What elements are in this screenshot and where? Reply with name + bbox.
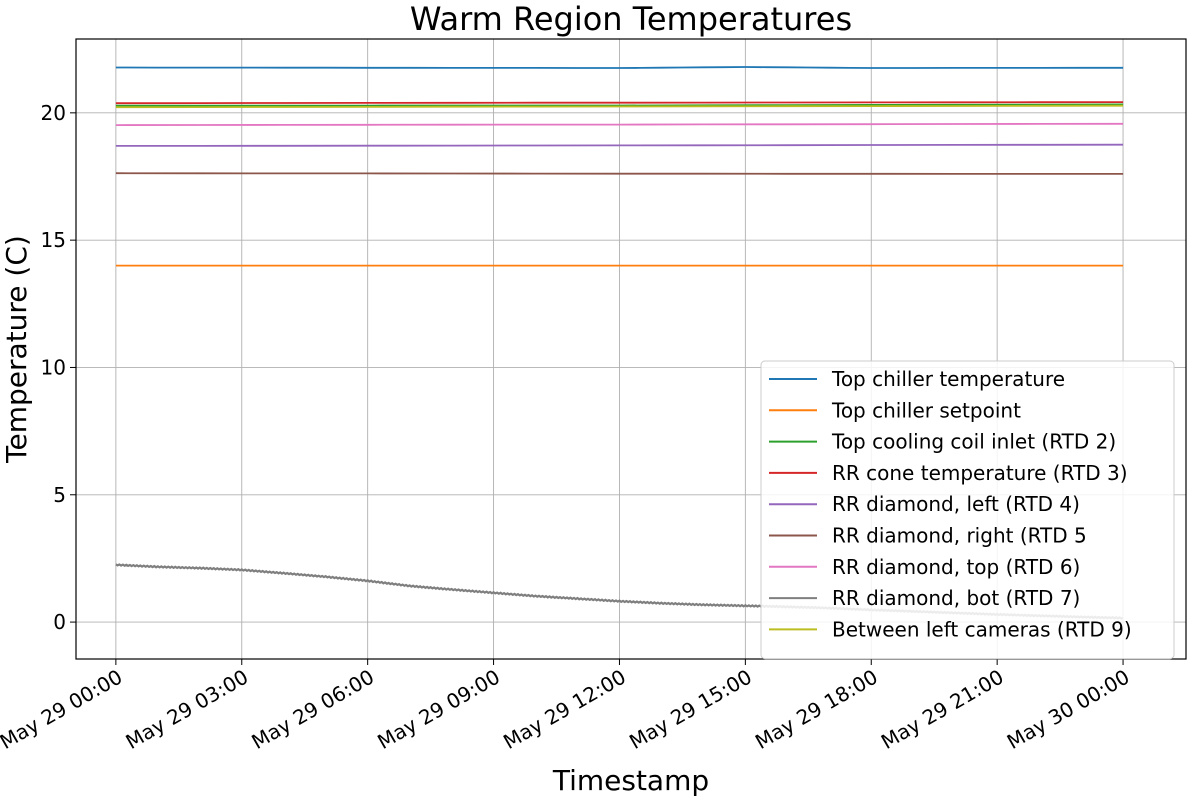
x-tick-label: May 30 00:00: [1003, 665, 1134, 754]
y-axis-label: Temperature (C): [0, 235, 33, 464]
legend-box: [760, 360, 1175, 660]
series-line: [115, 101, 1124, 105]
legend-label: Top chiller setpoint: [831, 398, 1021, 422]
legend: Top chiller temperature Top chiller setpo…: [760, 360, 1175, 660]
y-tick-label: 0: [53, 610, 66, 634]
legend-label: RR cone temperature (RTD 3): [832, 461, 1128, 485]
legend-label: Top cooling coil inlet (RTD 2): [831, 430, 1116, 454]
series-line: [115, 172, 1124, 175]
series-line: [115, 122, 1124, 126]
y-tick-label: 15: [41, 228, 66, 252]
legend-label: Top chiller temperature: [831, 367, 1065, 391]
x-tick-label: May 29 15:00: [625, 665, 756, 754]
x-tick-label: May 29 09:00: [373, 665, 504, 754]
y-tick-label: 20: [41, 101, 66, 125]
series-line: [115, 66, 1124, 69]
legend-label: RR diamond, bot (RTD 7): [832, 586, 1080, 610]
legend-label: RR diamond, top (RTD 6): [832, 555, 1080, 579]
plot-frame: [75, 38, 1187, 660]
x-tick-label: May 29 12:00: [499, 665, 630, 754]
x-tick-label: May 29 21:00: [877, 665, 1008, 754]
chart-title: Warm Region Temperatures: [410, 0, 852, 38]
y-tick-label: 10: [41, 355, 66, 379]
series-line: [115, 103, 1124, 107]
x-tick-label: May 29 00:00: [0, 665, 126, 754]
series-line: [115, 104, 1124, 109]
legend-label: RR diamond, left (RTD 4): [832, 492, 1080, 516]
y-tick-label: 5: [53, 483, 66, 507]
legend-label: RR diamond, right (RTD 5: [832, 524, 1087, 548]
x-tick-label: May 29 06:00: [247, 665, 378, 754]
x-axis-label: Timestamp: [552, 764, 709, 797]
series-line: [115, 143, 1124, 147]
x-tick-label: May 29 03:00: [121, 665, 252, 754]
x-tick-label: May 29 18:00: [751, 665, 882, 754]
legend-label: Between left cameras (RTD 9): [832, 617, 1132, 641]
